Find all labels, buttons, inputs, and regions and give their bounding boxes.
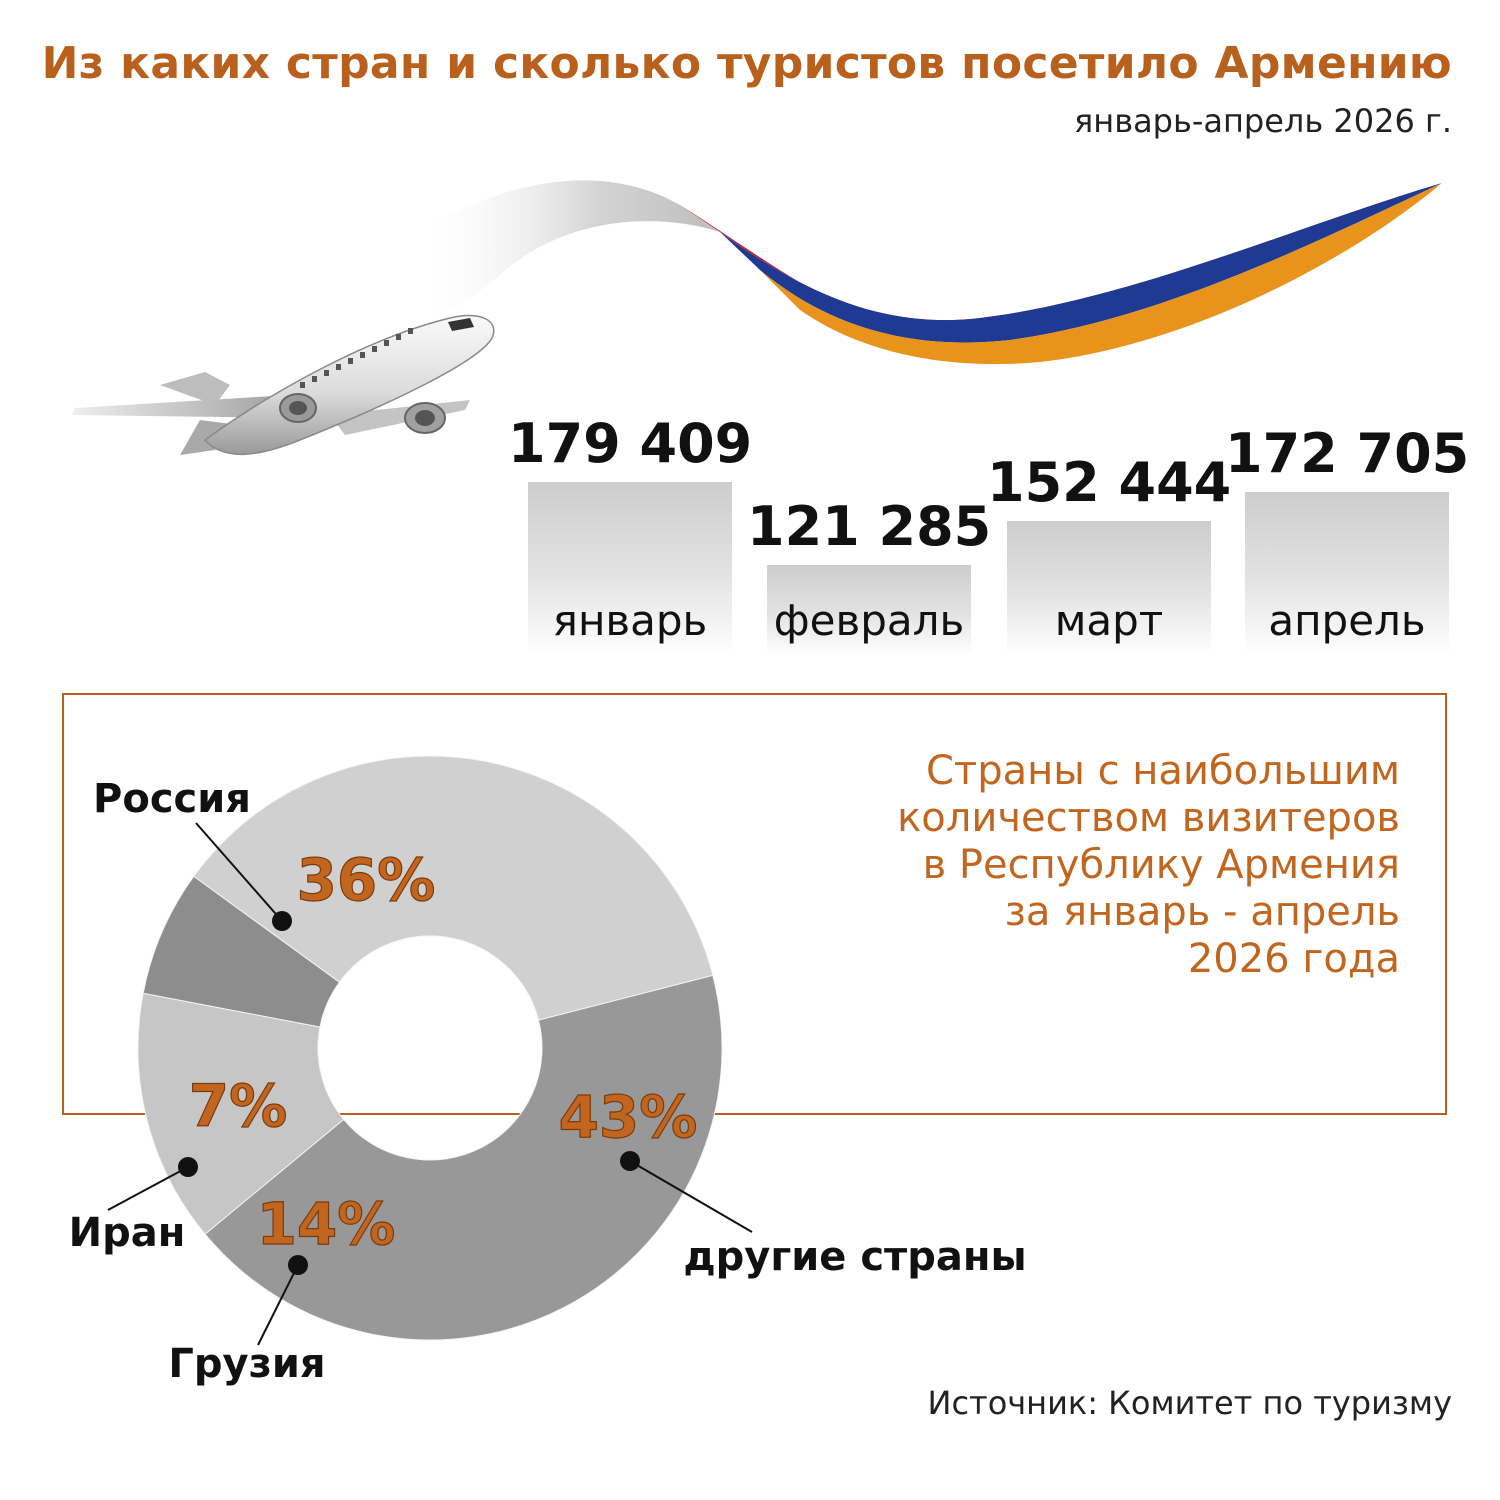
page-subtitle: январь-апрель 2026 г.: [1074, 102, 1452, 140]
illustration: [72, 180, 1442, 456]
slice-percent-label: 43%: [559, 1083, 698, 1151]
slice-percent-label: 7%: [189, 1072, 287, 1140]
callout-dot: [272, 911, 292, 931]
airplane-icon: [72, 314, 495, 456]
month-name-label: январь: [552, 596, 708, 645]
slice-percent-label: 36%: [297, 846, 436, 914]
month-value-label: 121 285: [747, 495, 992, 558]
month-value-label: 172 705: [1225, 421, 1470, 485]
month-value-label: 152 444: [987, 450, 1232, 514]
flag-blue-stripe: [720, 183, 1442, 343]
month-name-label: февраль: [773, 596, 965, 645]
slice-percent-label: 14%: [257, 1190, 396, 1258]
callout-dot: [620, 1151, 640, 1171]
country-name-label: Россия: [93, 776, 251, 822]
callout-line: [195, 822, 283, 922]
month-name-label: март: [1054, 595, 1164, 645]
donut-slice: [193, 755, 714, 1021]
countries-frame: [62, 693, 1447, 1115]
month-column: 121 285 февраль: [747, 495, 991, 655]
country-name-label: Грузия: [168, 1341, 325, 1387]
month-bar: [1245, 491, 1449, 655]
donut-slice: [142, 875, 341, 1028]
month-column: 179 409 январь: [508, 412, 752, 655]
armenian-flag-ribbon: [415, 180, 1442, 365]
month-column: 152 444 март: [987, 451, 1231, 655]
source-note: Источник: Комитет по туризму: [927, 1384, 1452, 1422]
callout-line: [257, 1264, 299, 1346]
callout-line: [629, 1160, 753, 1233]
month-bar: [767, 565, 971, 655]
donut-slice: [204, 974, 723, 1341]
countries-heading: Страны с наибольшим количеством визитеро…: [897, 748, 1400, 982]
month-bar: [1007, 520, 1211, 655]
country-name-label: другие страны: [683, 1234, 1026, 1280]
callout-dot: [178, 1157, 198, 1177]
month-column: 172 705 апрель: [1225, 422, 1469, 655]
callout-dot: [288, 1255, 308, 1275]
month-name-label: апрель: [1268, 595, 1426, 645]
country-name-label: Иран: [69, 1210, 186, 1256]
month-bar: [528, 482, 732, 655]
month-value-label: 179 409: [508, 412, 753, 475]
page-title: Из каких стран и сколько туристов посети…: [41, 38, 1452, 89]
flag-orange-stripe: [760, 183, 1442, 365]
callout-line: [107, 1166, 189, 1211]
